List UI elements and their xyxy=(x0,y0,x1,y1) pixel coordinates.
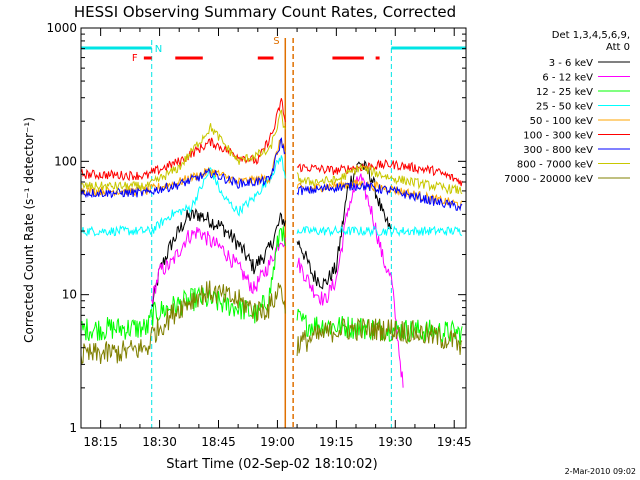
y-tick-label: 10 xyxy=(62,288,77,302)
x-axis-label: Start Time (02-Sep-02 18:10:02) xyxy=(166,457,377,472)
x-tick-label: 19:15 xyxy=(319,435,354,449)
night-marker-label: N xyxy=(155,44,162,55)
plot-frame xyxy=(80,27,467,429)
legend-label: 6 - 12 keV xyxy=(542,73,593,84)
legend-label: 800 - 7000 keV xyxy=(517,160,593,171)
legend-label: 7000 - 20000 keV xyxy=(504,174,593,185)
legend-header: Att 0 xyxy=(606,42,630,53)
series-line-8 xyxy=(80,109,463,195)
legend-label: 50 - 100 keV xyxy=(530,116,594,127)
series-line-2 xyxy=(151,173,404,388)
legend: Det 1,3,4,5,6,9,Att 0 3 - 6 keV 6 - 12 keV… xyxy=(504,30,630,185)
legend-header: Det 1,3,4,5,6,9, xyxy=(552,30,630,41)
series-line-9 xyxy=(80,280,463,365)
series-line-6 xyxy=(80,98,463,187)
x-tick-label: 19:45 xyxy=(437,435,472,449)
y-axis-label: Corrected Count Rate (s⁻¹ detector⁻¹) xyxy=(22,117,36,343)
y-tick-label: 100 xyxy=(54,154,77,168)
series-line-7 xyxy=(80,137,463,212)
legend-label: 12 - 25 keV xyxy=(536,87,593,98)
series-line-4 xyxy=(80,155,463,238)
legend-label: 25 - 50 keV xyxy=(536,102,593,113)
y-tick-label: 1000 xyxy=(46,21,77,35)
chart-title: HESSI Observing Summary Count Rates, Cor… xyxy=(74,3,456,21)
axes: 18:15 18:30 18:45 19:00 19:15 19:30 19:45 1 10 10… xyxy=(46,21,471,449)
y-tick-label: 1 xyxy=(69,421,77,435)
x-tick-label: 18:15 xyxy=(83,435,118,449)
x-tick-label: 18:30 xyxy=(142,435,177,449)
saa-marker-label: S xyxy=(273,36,279,47)
x-tick-label: 19:00 xyxy=(260,435,295,449)
flare-marker-label: F xyxy=(132,53,138,64)
series-layer xyxy=(80,98,463,388)
series-line-1 xyxy=(151,159,392,308)
footer-timestamp: 2-Mar-2010 09:02 xyxy=(565,467,636,476)
legend-label: 100 - 300 keV xyxy=(523,131,593,142)
legend-label: 3 - 6 keV xyxy=(549,58,593,69)
x-tick-label: 18:45 xyxy=(201,435,236,449)
x-tick-label: 19:30 xyxy=(378,435,413,449)
legend-label: 300 - 800 keV xyxy=(523,145,593,156)
